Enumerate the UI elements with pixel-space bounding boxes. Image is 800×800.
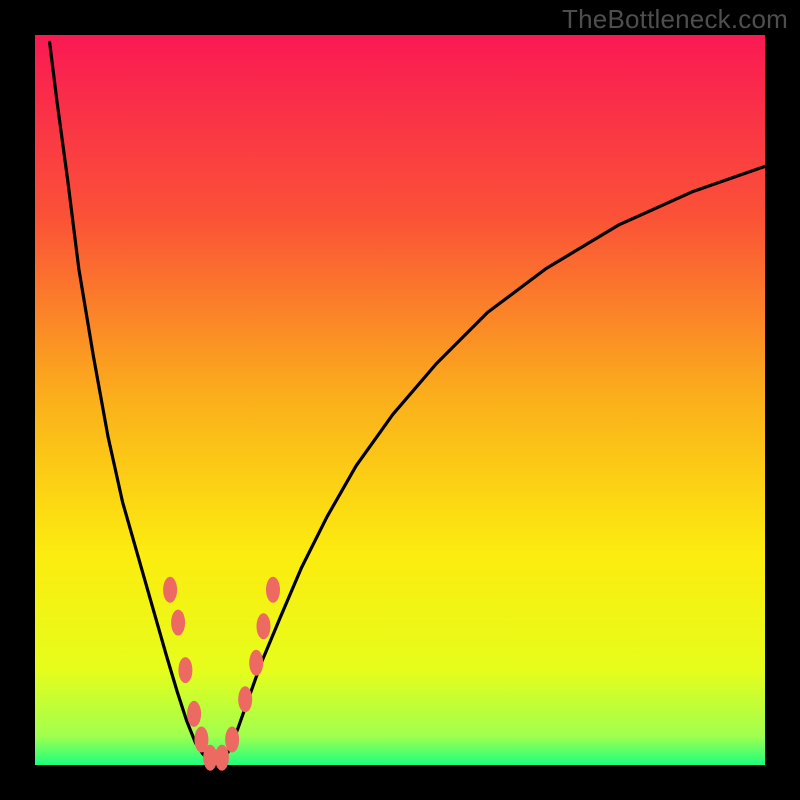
plot-area	[35, 35, 765, 765]
figure-root: TheBottleneck.com	[0, 0, 800, 800]
watermark-label: TheBottleneck.com	[562, 4, 788, 35]
